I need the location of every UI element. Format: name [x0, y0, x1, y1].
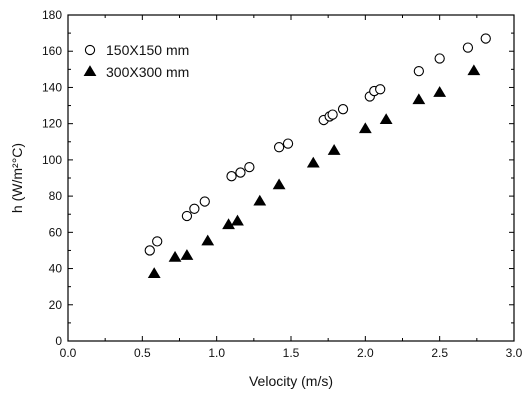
data-points	[144, 33, 491, 278]
triangle-point	[327, 144, 341, 155]
x-tick-label: 1.5	[283, 346, 300, 360]
triangle-point	[358, 122, 372, 134]
y-tick-label: 60	[49, 225, 63, 239]
circle-point	[226, 171, 237, 182]
ticks: 0.0 0.5 1.0 1.5 2.0 2.5 3.0 0 20 40 60 80 100 120 140 1…	[42, 8, 523, 360]
y-axis-label: h (W/m²°C)	[9, 143, 25, 213]
triangle-point	[168, 250, 182, 262]
legend-item: 150X150 mm	[84, 42, 189, 58]
legend: 150X150 mm 300X300 mm	[83, 42, 189, 80]
circle-point	[375, 84, 386, 95]
circle-point	[327, 109, 338, 120]
y-tick-label: 20	[49, 298, 63, 312]
x-tick-label: 2.0	[357, 346, 374, 360]
circle-point	[244, 161, 255, 173]
circle-point	[413, 65, 425, 77]
x-axis-label: Velocity (m/s)	[249, 373, 333, 389]
y-tick-label: 180	[42, 8, 62, 22]
circle-point	[273, 142, 285, 153]
triangle-point	[180, 249, 194, 260]
circle-point	[462, 42, 474, 53]
triangle-point	[306, 156, 320, 168]
x-tick-label: 3.0	[506, 346, 523, 360]
triangle-point	[412, 93, 426, 105]
y-tick-label: 40	[49, 262, 63, 276]
y-tick-label: 80	[49, 189, 63, 203]
legend-item: 300X300 mm	[83, 64, 189, 80]
y-tick-label: 160	[42, 44, 62, 58]
legend-label: 300X300 mm	[106, 64, 189, 80]
circle-point	[189, 203, 200, 214]
x-tick-label: 0.0	[60, 346, 77, 360]
y-tick-label: 120	[42, 117, 62, 131]
y-tick-label: 0	[55, 334, 62, 348]
circle-point	[199, 196, 210, 207]
circle-point	[181, 210, 193, 222]
x-tick-label: 1.0	[208, 346, 225, 360]
y-tick-label: 140	[42, 80, 62, 94]
triangle-point	[272, 178, 286, 190]
x-tick-label: 0.5	[134, 346, 151, 360]
legend-label: 150X150 mm	[106, 42, 189, 58]
legend-circle-marker	[84, 44, 96, 56]
triangle-point	[231, 214, 244, 226]
x-tick-label: 2.5	[431, 346, 448, 360]
y-tick-label: 100	[42, 153, 62, 167]
series-2	[147, 64, 481, 278]
circle-point	[144, 245, 155, 256]
triangle-point	[201, 234, 215, 246]
circle-point	[480, 33, 491, 44]
circle-point	[235, 167, 246, 178]
circle-point	[434, 53, 445, 64]
triangle-point	[433, 86, 447, 97]
triangle-point	[379, 113, 393, 125]
legend-triangle-marker	[83, 65, 97, 76]
triangle-point	[467, 64, 481, 76]
triangle-point	[222, 218, 235, 230]
circle-point	[282, 138, 294, 149]
series-1	[144, 33, 491, 256]
triangle-point	[253, 194, 267, 206]
triangle-point	[147, 267, 161, 278]
circle-point	[337, 104, 349, 115]
circle-point	[152, 236, 163, 247]
